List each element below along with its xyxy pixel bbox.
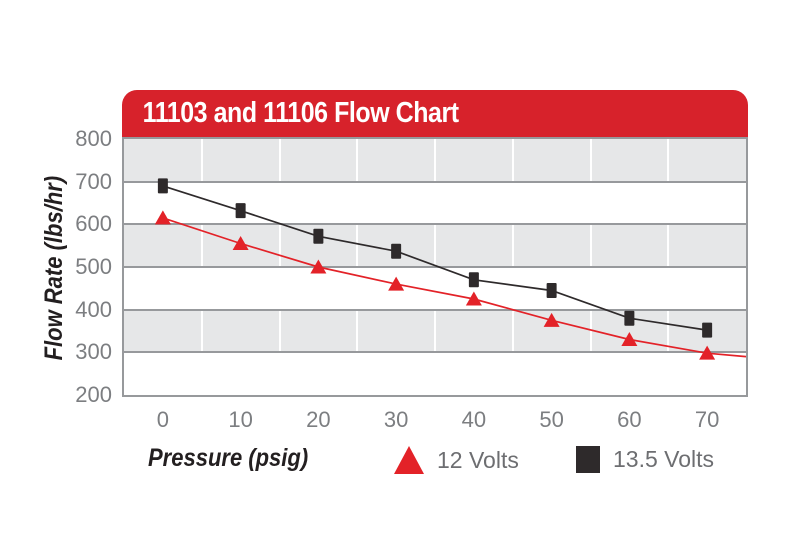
x-axis-title: Pressure (psig) — [148, 444, 309, 472]
data-point-12-volts — [232, 236, 249, 251]
data-point-13-5-volts — [624, 310, 635, 326]
y-tick-label: 800 — [75, 126, 112, 151]
horizontal-gridline — [124, 180, 746, 183]
data-point-13-5-volts — [235, 203, 246, 219]
data-point-12-volts — [543, 312, 560, 327]
series-line-13-5-volts — [162, 185, 708, 331]
data-point-12-volts — [388, 276, 405, 291]
chart-title: 11103 and 11106 Flow Chart — [142, 97, 459, 129]
data-point-13-5-volts — [391, 243, 402, 259]
x-tick-label: 30 — [383, 407, 409, 432]
y-axis-title: Flow Rate (lbs/hr) — [40, 175, 68, 361]
legend-item-13-5-volts: 13.5 Volts — [576, 446, 714, 473]
x-tick-label: 70 — [694, 407, 720, 432]
data-point-13-5-volts — [468, 272, 479, 288]
y-tick-label: 400 — [75, 296, 112, 322]
x-tick-label: 0 — [156, 407, 169, 432]
y-tick-label: 700 — [75, 168, 112, 194]
horizontal-gridline — [124, 223, 746, 226]
chart-title-banner: 11103 and 11106 Flow Chart — [122, 90, 748, 137]
data-point-12-volts — [465, 291, 482, 306]
y-tick-label: 600 — [75, 211, 112, 237]
y-tick-label: 500 — [75, 254, 112, 279]
data-point-12-volts — [310, 259, 327, 274]
y-tick-label: 300 — [75, 339, 112, 365]
plot-area — [122, 137, 748, 397]
horizontal-gridline — [124, 308, 746, 311]
data-point-13-5-volts — [157, 178, 168, 194]
square-marker-icon — [576, 446, 600, 473]
data-point-12-volts — [699, 345, 716, 360]
data-point-12-volts — [154, 210, 171, 225]
triangle-marker-icon — [394, 446, 424, 474]
y-tick-label: 200 — [75, 382, 112, 407]
x-tick-label: 20 — [306, 407, 331, 432]
horizontal-gridline — [124, 351, 746, 354]
series-layer — [154, 178, 746, 360]
horizontal-gridline — [124, 266, 746, 268]
series-line-12-volts — [162, 217, 746, 358]
x-tick-label: 40 — [461, 407, 487, 432]
data-point-13-5-volts — [546, 282, 557, 298]
data-point-12-volts — [621, 332, 638, 347]
legend-label: 13.5 Volts — [613, 446, 715, 472]
data-point-13-5-volts — [313, 228, 324, 244]
x-tick-label: 10 — [228, 407, 253, 432]
x-tick-label: 60 — [617, 407, 642, 432]
x-tick-label: 50 — [539, 407, 564, 432]
legend-label: 12 Volts — [437, 446, 519, 473]
data-point-13-5-volts — [702, 322, 713, 338]
legend-item-12-volts: 12 Volts — [394, 446, 519, 474]
